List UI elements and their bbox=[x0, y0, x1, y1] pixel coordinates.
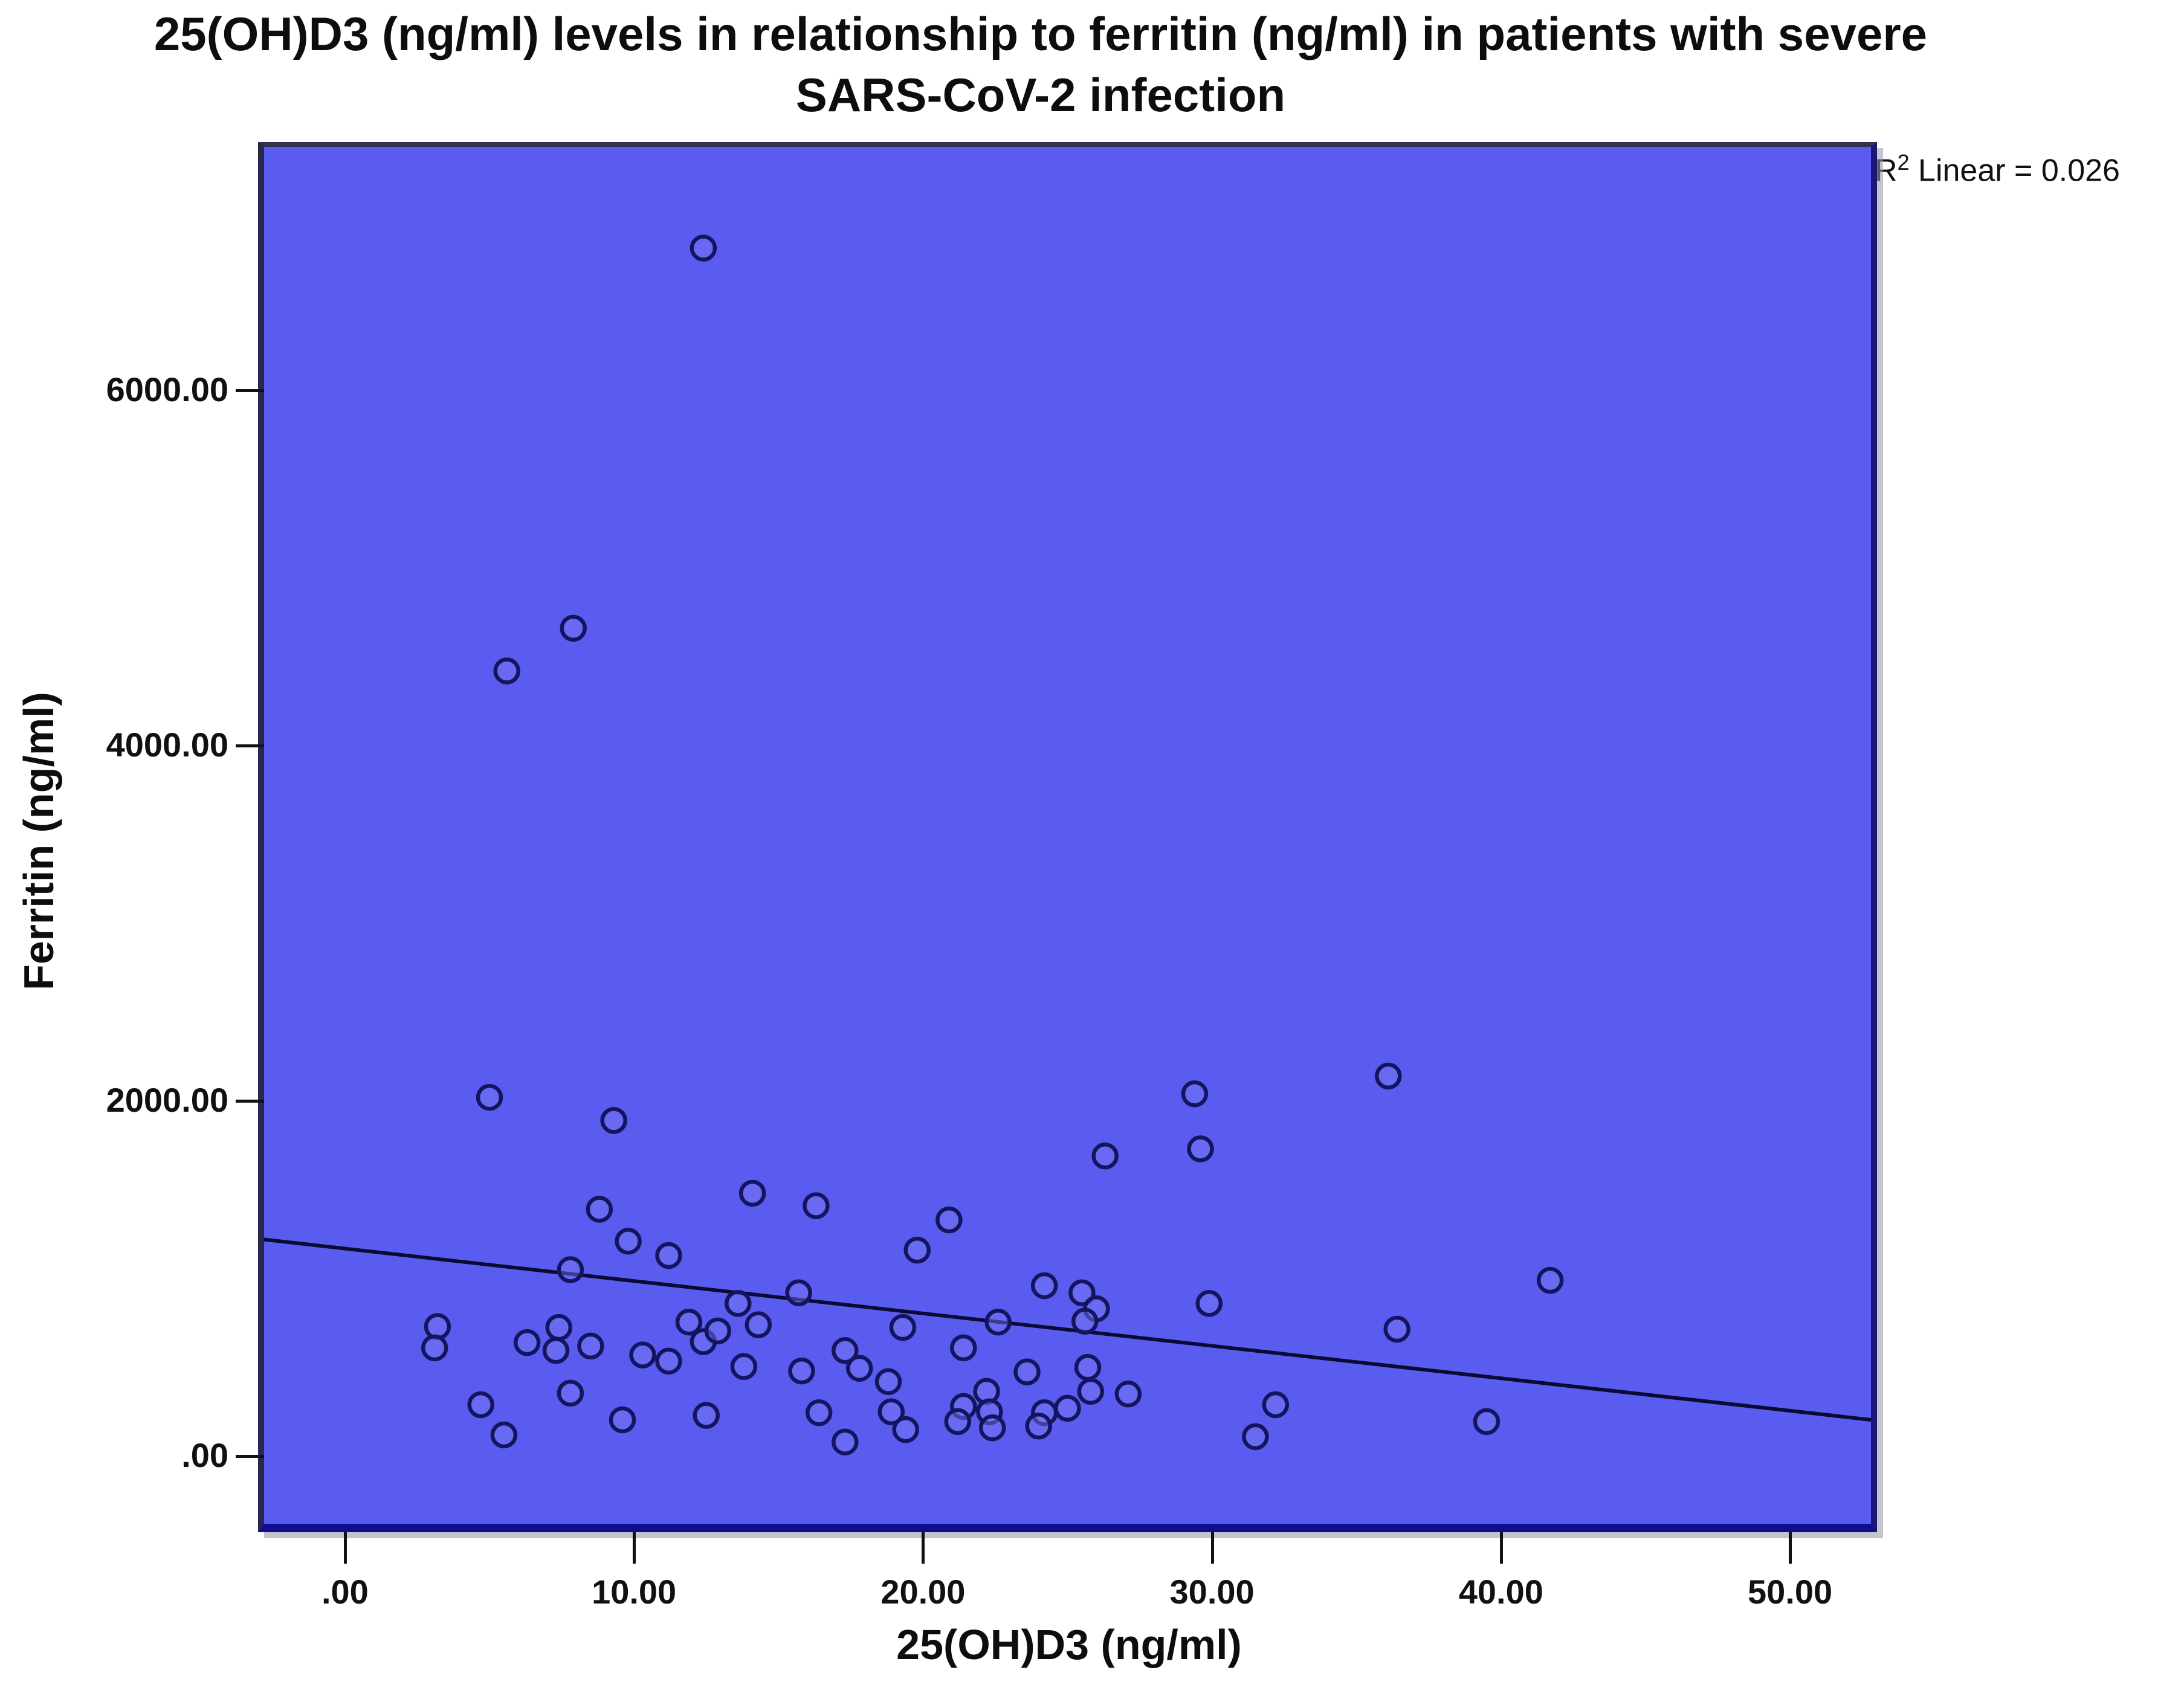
data-point-marker bbox=[600, 1107, 627, 1134]
y-tick-label: 6000.00 bbox=[106, 370, 228, 408]
x-tick-mark bbox=[1499, 1532, 1503, 1564]
x-tick-label: 50.00 bbox=[1748, 1573, 1833, 1611]
data-point-marker bbox=[1068, 1279, 1096, 1306]
data-point-marker bbox=[1030, 1272, 1058, 1300]
data-point-marker bbox=[545, 1314, 573, 1341]
data-point-marker bbox=[609, 1406, 636, 1434]
data-point-marker bbox=[935, 1206, 963, 1234]
data-point-marker bbox=[629, 1341, 656, 1368]
data-point-marker bbox=[950, 1334, 977, 1362]
data-point-marker bbox=[1091, 1143, 1119, 1170]
data-point-marker bbox=[655, 1242, 682, 1269]
data-point-marker bbox=[1074, 1353, 1102, 1381]
y-tick-mark bbox=[236, 388, 264, 392]
data-point-marker bbox=[1181, 1080, 1209, 1107]
chart-title: 25(OH)D3 (ng/ml) levels in relationship … bbox=[7, 4, 2074, 126]
scatter-canvas bbox=[264, 234, 1871, 1455]
data-point-marker bbox=[493, 657, 520, 685]
data-point-marker bbox=[557, 1379, 584, 1407]
data-point-marker bbox=[704, 1317, 732, 1345]
x-tick-mark bbox=[1789, 1532, 1792, 1564]
x-tick-label: 10.00 bbox=[592, 1573, 677, 1611]
y-tick-label: .00 bbox=[181, 1436, 228, 1475]
regression-fit-line bbox=[264, 1237, 1871, 1422]
data-point-marker bbox=[973, 1378, 1000, 1405]
data-point-marker bbox=[467, 1391, 494, 1419]
r2-value-text: Linear = 0.026 bbox=[1909, 153, 2120, 189]
data-point-marker bbox=[730, 1353, 758, 1381]
data-point-marker bbox=[1013, 1358, 1041, 1385]
x-axis-title: 25(OH)D3 (ng/ml) bbox=[896, 1621, 1242, 1668]
data-point-marker bbox=[490, 1421, 518, 1449]
data-point-marker bbox=[690, 234, 717, 262]
data-point-marker bbox=[874, 1368, 902, 1395]
y-tick-mark bbox=[236, 1100, 264, 1103]
r-squared-annotation: R2 Linear = 0.026 bbox=[1875, 150, 2120, 189]
y-tick-mark bbox=[236, 1455, 264, 1459]
x-tick-mark bbox=[922, 1532, 925, 1564]
x-tick-label: 40.00 bbox=[1458, 1573, 1543, 1611]
r2-superscript: 2 bbox=[1897, 150, 1910, 175]
data-point-marker bbox=[978, 1414, 1006, 1442]
data-point-marker bbox=[889, 1314, 917, 1341]
data-point-marker bbox=[1187, 1135, 1214, 1162]
chart-title-line1: 25(OH)D3 (ng/ml) levels in relationship … bbox=[153, 7, 1928, 60]
data-point-marker bbox=[1025, 1413, 1052, 1440]
data-point-marker bbox=[832, 1428, 859, 1455]
x-tick-mark bbox=[1210, 1532, 1214, 1564]
data-point-marker bbox=[1054, 1394, 1081, 1422]
data-point-marker bbox=[1071, 1307, 1099, 1335]
data-point-marker bbox=[984, 1308, 1012, 1336]
data-point-marker bbox=[944, 1408, 972, 1436]
data-point-marker bbox=[421, 1334, 448, 1362]
data-point-marker bbox=[785, 1279, 812, 1306]
x-tick-label: 20.00 bbox=[880, 1573, 966, 1611]
data-point-marker bbox=[803, 1192, 830, 1219]
data-point-marker bbox=[586, 1196, 613, 1223]
data-point-marker bbox=[877, 1398, 905, 1425]
r2-prefix: R bbox=[1875, 153, 1898, 189]
data-point-marker bbox=[903, 1236, 931, 1264]
data-point-marker bbox=[693, 1402, 720, 1429]
data-point-marker bbox=[560, 614, 587, 642]
y-tick-label: 2000.00 bbox=[106, 1081, 228, 1120]
data-point-marker bbox=[745, 1311, 772, 1338]
data-point-marker bbox=[892, 1416, 919, 1443]
x-tick-mark bbox=[343, 1532, 347, 1564]
data-point-marker bbox=[1375, 1062, 1402, 1090]
data-point-marker bbox=[950, 1393, 977, 1420]
y-tick-mark bbox=[236, 744, 264, 747]
x-tick-mark bbox=[633, 1532, 636, 1564]
data-point-marker bbox=[1383, 1315, 1410, 1343]
data-point-marker bbox=[805, 1399, 833, 1426]
data-point-marker bbox=[1473, 1408, 1501, 1436]
data-point-marker bbox=[476, 1083, 503, 1111]
data-point-marker bbox=[655, 1347, 682, 1375]
data-point-marker bbox=[557, 1256, 584, 1283]
data-point-marker bbox=[513, 1329, 541, 1356]
data-point-marker bbox=[1195, 1290, 1223, 1317]
y-tick-label: 4000.00 bbox=[106, 725, 228, 764]
data-point-marker bbox=[1114, 1381, 1142, 1408]
data-point-marker bbox=[542, 1337, 570, 1364]
data-point-marker bbox=[738, 1179, 766, 1207]
x-tick-label: 30.00 bbox=[1169, 1573, 1255, 1611]
data-point-marker bbox=[832, 1337, 859, 1364]
data-point-marker bbox=[424, 1313, 451, 1340]
x-tick-label: .00 bbox=[321, 1573, 369, 1611]
plot-area bbox=[258, 142, 1877, 1532]
data-point-marker bbox=[615, 1228, 642, 1255]
chart-title-line2: SARS-CoV-2 infection bbox=[795, 68, 1286, 122]
data-point-marker bbox=[675, 1308, 703, 1336]
data-point-marker bbox=[725, 1290, 752, 1317]
data-point-marker bbox=[1077, 1378, 1105, 1405]
data-point-marker bbox=[1536, 1266, 1564, 1294]
data-point-marker bbox=[845, 1355, 873, 1382]
data-point-marker bbox=[1242, 1423, 1269, 1451]
data-point-marker bbox=[577, 1332, 604, 1360]
data-point-marker bbox=[1262, 1391, 1290, 1419]
data-point-marker bbox=[788, 1357, 815, 1385]
